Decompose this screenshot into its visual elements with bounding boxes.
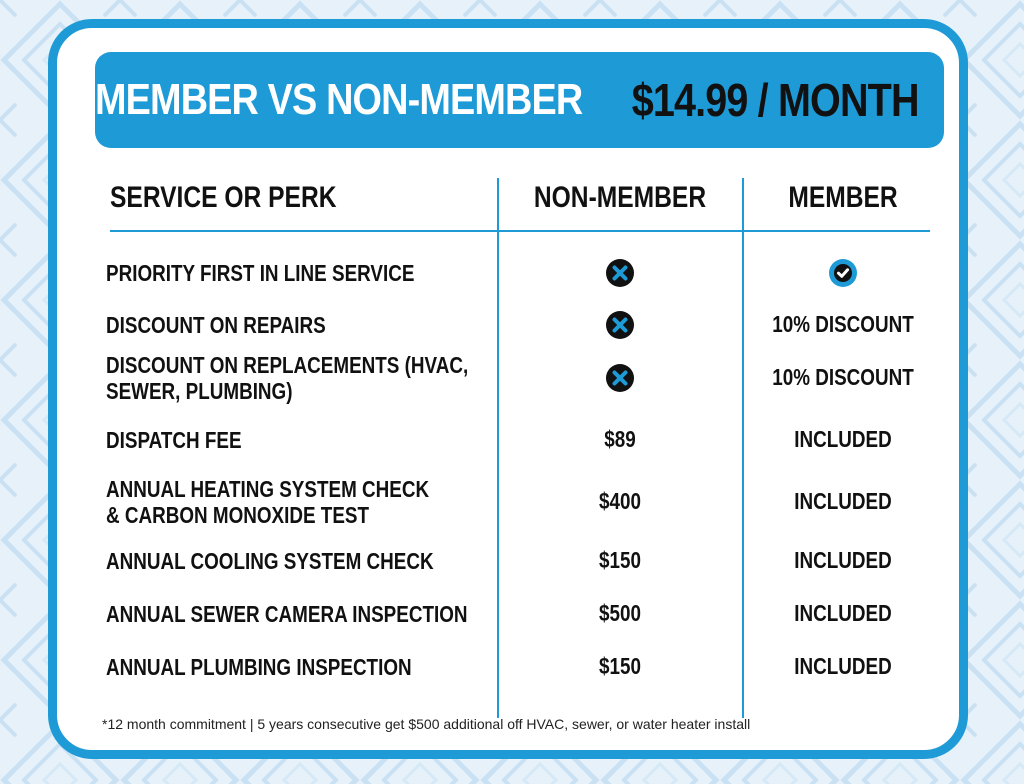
- non-member-value: $150: [599, 653, 641, 679]
- service-label: ANNUAL SEWER CAMERA INSPECTION: [106, 601, 491, 627]
- service-label: DISCOUNT ON REPAIRS: [106, 312, 491, 338]
- comparison-card: MEMBER VS NON-MEMBER $14.99 / MONTH SERV…: [48, 19, 968, 759]
- non-member-value: $89: [604, 426, 636, 452]
- service-label-line: DISCOUNT ON REPLACEMENTS (HVAC,: [106, 352, 469, 378]
- header-divider: [110, 230, 930, 232]
- member-value: 10% DISCOUNT: [772, 364, 914, 390]
- service-label: ANNUAL PLUMBING INSPECTION: [106, 654, 491, 680]
- x-circle-icon: [605, 310, 635, 340]
- service-label: DISCOUNT ON REPLACEMENTS (HVAC, SEWER, PL…: [106, 352, 491, 404]
- service-label-line: ANNUAL COOLING SYSTEM CHECK: [106, 548, 434, 574]
- non-member-value: $500: [599, 600, 641, 626]
- service-label-line: DISCOUNT ON REPAIRS: [106, 312, 326, 338]
- non-member-value: $400: [599, 488, 641, 514]
- service-label-line: & CARBON MONOXIDE TEST: [106, 502, 370, 528]
- x-circle-icon: [605, 363, 635, 393]
- service-label-line: SEWER, PLUMBING): [106, 378, 293, 404]
- service-label-line: PRIORITY FIRST IN LINE SERVICE: [106, 260, 415, 286]
- column-header-service: SERVICE OR PERK: [110, 181, 337, 214]
- service-label-line: DISPATCH FEE: [106, 427, 242, 453]
- header-band: [95, 52, 944, 148]
- member-value: INCLUDED: [794, 488, 892, 514]
- price-label: $14.99 / MONTH: [632, 74, 920, 126]
- non-member-value: $150: [599, 547, 641, 573]
- page-title: MEMBER VS NON-MEMBER: [95, 75, 583, 124]
- member-value: INCLUDED: [794, 547, 892, 573]
- x-circle-icon: [605, 258, 635, 288]
- check-circle-icon: [828, 258, 858, 288]
- member-value: 10% DISCOUNT: [772, 311, 914, 337]
- service-label-line: ANNUAL SEWER CAMERA INSPECTION: [106, 601, 468, 627]
- column-divider-1: [497, 178, 499, 718]
- service-label-line: ANNUAL HEATING SYSTEM CHECK: [106, 476, 430, 502]
- service-label: ANNUAL COOLING SYSTEM CHECK: [106, 548, 491, 574]
- service-label-line: ANNUAL PLUMBING INSPECTION: [106, 654, 412, 680]
- column-header-non-member: NON-MEMBER: [533, 181, 707, 214]
- service-label: PRIORITY FIRST IN LINE SERVICE: [106, 260, 491, 286]
- member-value: INCLUDED: [794, 600, 892, 626]
- member-value: INCLUDED: [794, 653, 892, 679]
- column-divider-2: [742, 178, 744, 718]
- service-label: DISPATCH FEE: [106, 427, 491, 453]
- member-value: INCLUDED: [794, 426, 892, 452]
- footnote: *12 month commitment | 5 years consecuti…: [102, 716, 751, 732]
- column-header-member: MEMBER: [788, 181, 898, 214]
- service-label: ANNUAL HEATING SYSTEM CHECK & CARBON MONO…: [106, 476, 491, 528]
